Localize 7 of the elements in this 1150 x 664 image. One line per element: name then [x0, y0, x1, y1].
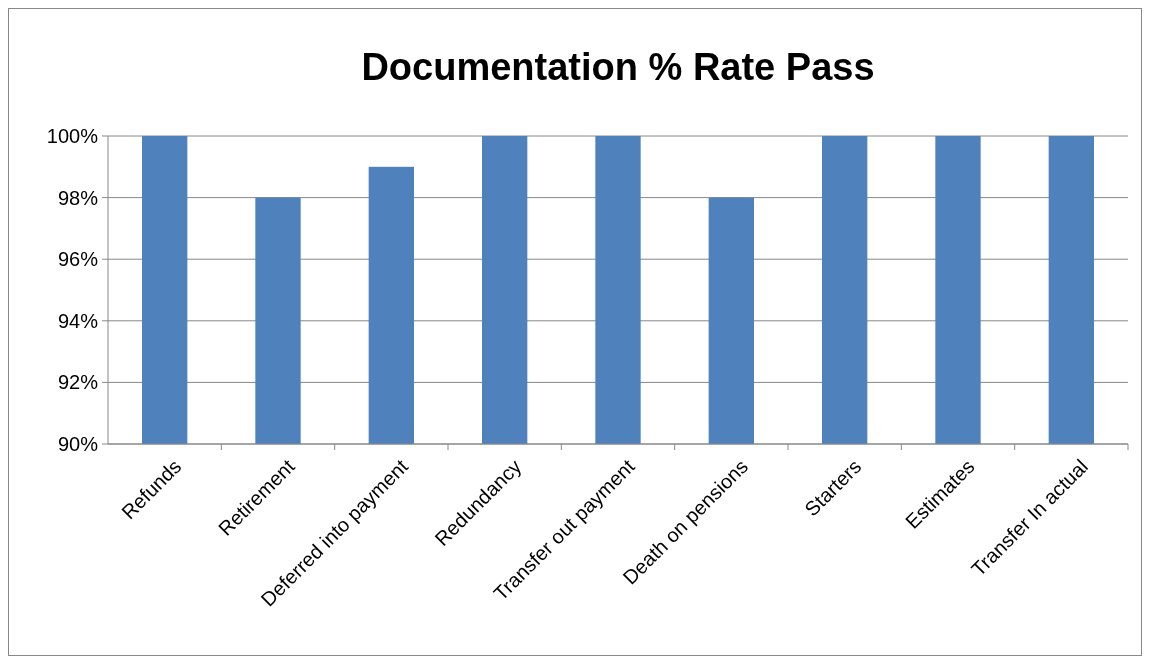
- y-tick-label: 96%: [57, 248, 99, 271]
- y-tick-label: 92%: [57, 371, 99, 394]
- y-tick-label: 98%: [57, 186, 99, 209]
- y-tick-label: 100%: [46, 125, 99, 147]
- chart-title: Documentation % Rate Pass: [361, 46, 875, 88]
- y-tick-label: 90%: [57, 433, 99, 455]
- y-tick-label: 94%: [57, 309, 99, 332]
